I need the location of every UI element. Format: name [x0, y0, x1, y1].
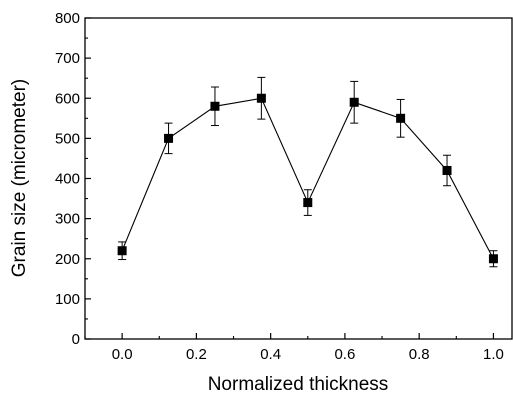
data-point [117, 246, 127, 256]
y-tick-label: 200 [55, 251, 80, 268]
y-tick-label: 700 [55, 50, 80, 67]
data-point [210, 101, 220, 111]
data-point [488, 254, 498, 264]
x-tick-label: 0.6 [334, 346, 355, 363]
data-point [349, 97, 359, 107]
data-point [303, 198, 313, 208]
axes-layer [84, 17, 513, 340]
data-point [164, 133, 174, 143]
data-point [396, 113, 406, 123]
plot-frame [84, 17, 513, 340]
y-tick-label: 500 [55, 130, 80, 147]
y-tick-label: 100 [55, 291, 80, 308]
y-tick-label: 0 [72, 331, 80, 348]
y-tick-label: 800 [55, 10, 80, 27]
series-line [121, 97, 494, 260]
x-tick-label: 0.2 [186, 346, 207, 363]
error-bars-layer [118, 76, 498, 268]
x-tick-label: 0.0 [112, 346, 133, 363]
data-point [256, 93, 266, 103]
y-axis-title: Grain size (micrometer) [9, 79, 30, 277]
data-point [442, 165, 452, 175]
x-tick-label: 0.4 [260, 346, 281, 363]
y-tick-label: 300 [55, 211, 80, 228]
x-tick-label: 0.8 [409, 346, 430, 363]
tick-labels-layer: 0 100 200 300 400 500 600 700 800 0.0 0.2 0.4 0.6 0.8… [55, 10, 504, 363]
y-tick-label: 600 [55, 90, 80, 107]
x-axis-title: Normalized thickness [208, 374, 389, 395]
x-tick-label: 1.0 [483, 346, 504, 363]
series-layer [117, 93, 498, 264]
y-tick-label: 400 [55, 171, 80, 188]
